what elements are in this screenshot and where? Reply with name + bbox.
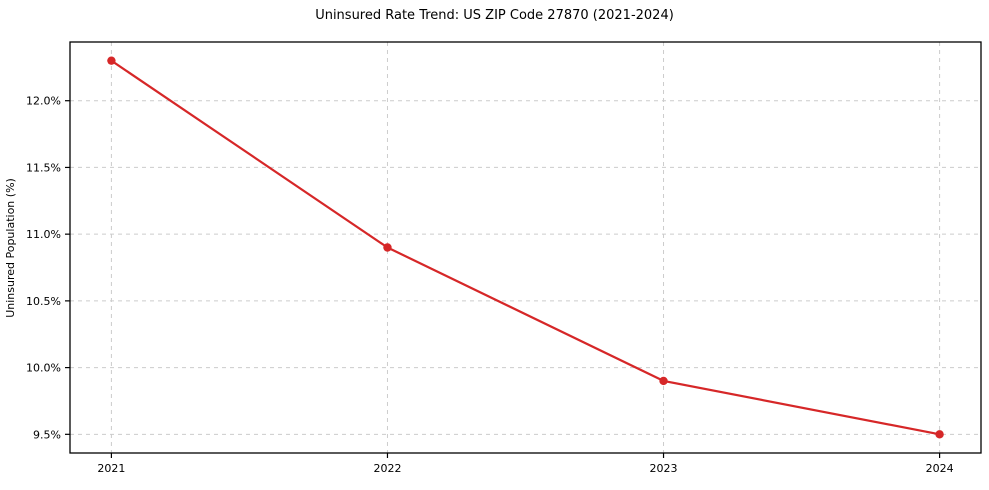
data-point-marker (935, 430, 944, 439)
tick-layer: 9.5% 10.0% 10.5% 11.0% 11.5% 12.0% 2021 2022 202… (26, 95, 954, 475)
plot-frame (69, 41, 982, 454)
data-series-layer (107, 56, 944, 439)
series-line (110, 59, 941, 436)
y-tick-label: 10.5% (26, 295, 61, 308)
y-tick-label: 12.0% (26, 95, 61, 108)
chart-title: Uninsured Rate Trend: US ZIP Code 27870 … (315, 8, 674, 23)
x-tick-label: 2022 (373, 462, 401, 475)
x-tick-label: 2021 (97, 462, 125, 475)
x-tick-label: 2024 (926, 462, 954, 475)
data-point-marker (659, 376, 668, 386)
y-axis-label: Uninsured Population (%) (4, 178, 17, 318)
y-tick-label: 10.0% (26, 362, 61, 375)
data-point-marker (383, 243, 392, 252)
data-point-marker (107, 56, 116, 65)
y-tick-label: 11.0% (26, 228, 61, 241)
x-tick-label: 2023 (650, 462, 678, 475)
y-tick-label: 11.5% (26, 161, 61, 174)
grid-layer (70, 42, 981, 453)
y-tick-label: 9.5% (33, 428, 61, 441)
